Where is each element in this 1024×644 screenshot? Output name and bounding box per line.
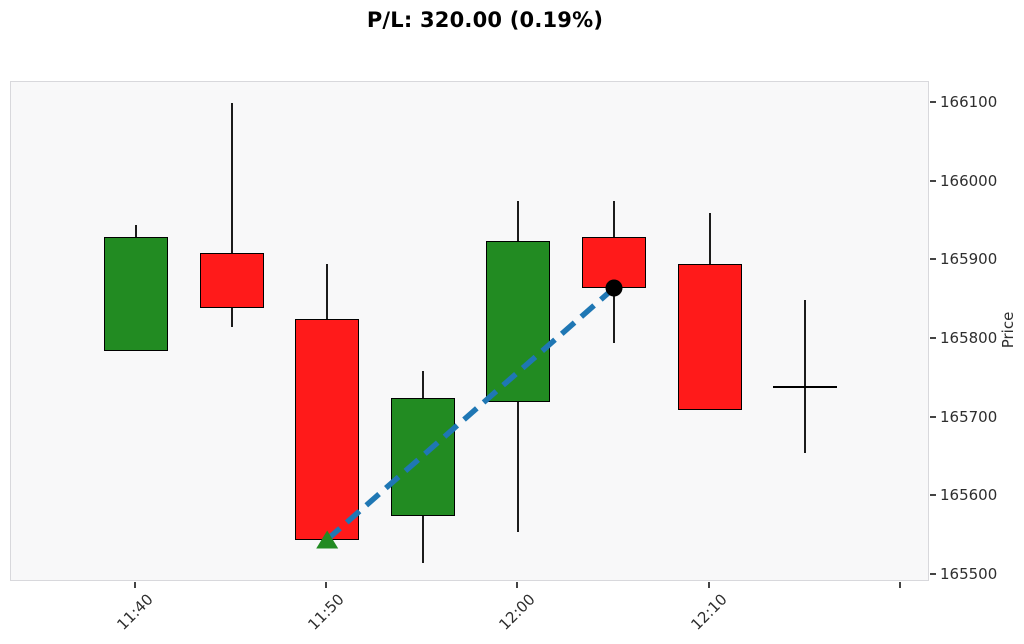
x-tick-mark [707,582,710,588]
y-tick-mark [930,572,936,575]
x-tick-mark [325,582,328,588]
y-tick-mark [930,258,936,261]
x-tick-mark [898,582,901,588]
trade-line [325,285,616,542]
candle-body-12:00 [486,240,551,402]
chart-title: P/L: 320.00 (0.19%) [366,8,604,32]
y-tick-label: 165900 [940,250,998,269]
x-tick-mark [516,582,519,588]
y-tick-label: 166100 [940,93,998,112]
y-tick-label: 165500 [940,564,998,583]
candle-body-12:10 [677,264,742,410]
candle-body-11:45 [199,252,264,308]
candle-wick [230,103,233,328]
candle-body-12:05 [582,236,646,288]
plot-area [10,81,929,581]
trade-entry-marker-icon [316,530,339,549]
y-tick-label: 165600 [940,486,998,505]
y-tick-mark [930,494,936,497]
candle-body-11:55 [390,398,455,516]
x-tick-mark [134,582,136,588]
candle-body-11:40 [104,236,168,351]
y-tick-label: 165800 [940,329,998,348]
y-tick-mark [930,337,936,340]
y-tick-mark [930,415,936,418]
trade-exit-marker-icon [605,279,623,297]
candle-body-12:15 [773,386,838,389]
y-tick-label: 166000 [940,171,998,190]
y-tick-mark [930,179,936,182]
y-tick-mark [930,101,936,104]
y-axis-label: Price [999,311,1017,349]
y-tick-label: 165700 [940,407,998,426]
candle-wick [804,299,807,454]
trade-overlay [316,279,623,549]
